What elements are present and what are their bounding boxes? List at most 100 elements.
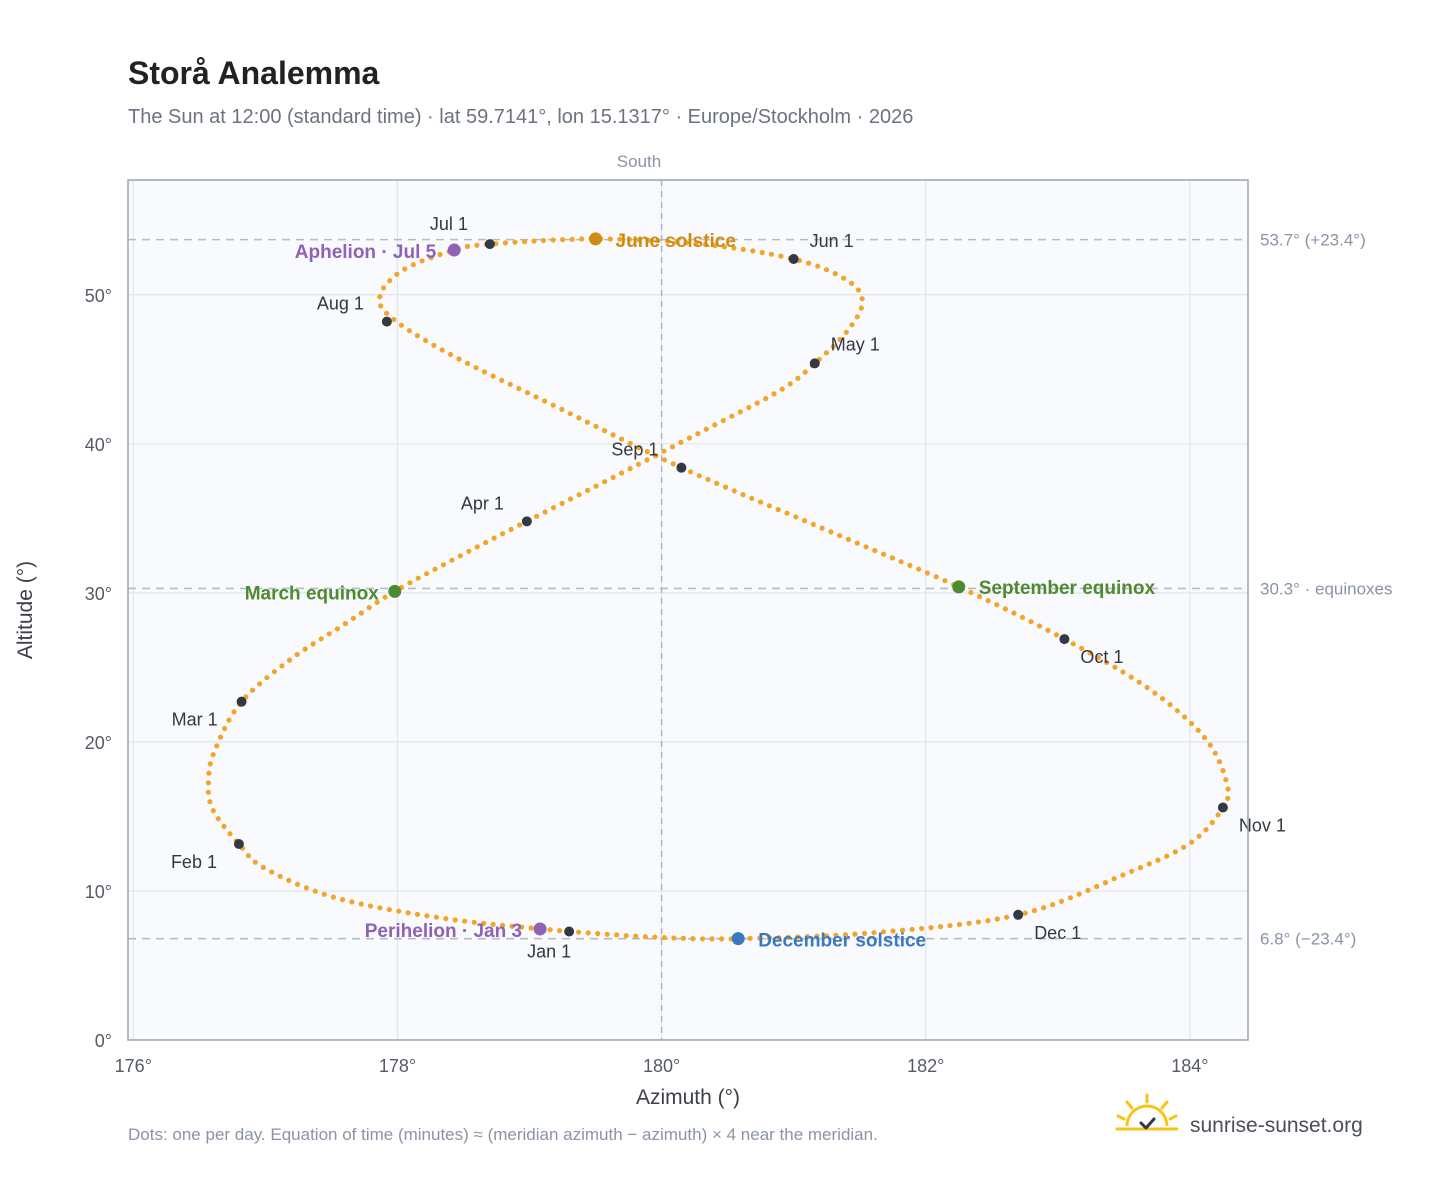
analemma-day-dot (1144, 684, 1150, 691)
analemma-day-dot (210, 752, 216, 758)
analemma-day-dot (722, 484, 729, 490)
month-marker (521, 516, 532, 527)
y-tick-label: 10° (85, 882, 112, 902)
y-tick-label: 50° (85, 286, 112, 306)
analemma-day-dot (909, 926, 915, 932)
analemma-day-dot (924, 570, 931, 576)
analemma-day-dot (1195, 727, 1201, 733)
analemma-day-dot (1155, 857, 1161, 863)
analemma-day-dot (207, 799, 213, 805)
analemma-day-dot (731, 488, 737, 494)
analemma-day-dot (899, 927, 906, 933)
analemma-day-dot (709, 936, 715, 942)
analemma-day-dot (550, 237, 556, 243)
analemma-day-dot (424, 571, 430, 577)
x-axis-label: Azimuth (°) (636, 1086, 740, 1109)
chart-subtitle: The Sun at 12:00 (standard time) · lat 5… (128, 106, 913, 128)
analemma-day-dot (210, 808, 216, 814)
analemma-day-dot (474, 242, 480, 248)
analemma-day-dot (576, 929, 582, 935)
month-marker (236, 696, 247, 707)
month-label: May 1 (831, 334, 880, 354)
analemma-day-dot (462, 918, 468, 924)
analemma-day-dot (645, 237, 652, 243)
analemma-day-dot (405, 910, 411, 916)
event-label: June solstice (616, 231, 736, 252)
analemma-day-dot (763, 396, 769, 402)
analemma-day-dot (207, 761, 213, 767)
analemma-day-dot (406, 328, 412, 334)
analemma-day-dot (334, 626, 340, 632)
analemma-day-dot (483, 539, 489, 546)
analemma-day-dot (607, 236, 613, 242)
analemma-day-dot (428, 255, 434, 261)
analemma-day-dot (1182, 714, 1188, 720)
analemma-day-dot (271, 669, 277, 675)
analemma-day-dot (227, 831, 233, 837)
analemma-day-dot (661, 935, 667, 941)
analemma-day-dot (623, 933, 629, 939)
analemma-day-dot (457, 553, 463, 559)
analemma-day-dot (837, 336, 843, 343)
analemma-day-dot (819, 525, 825, 531)
analemma-day-dot (614, 932, 620, 938)
analemma-day-dot (1212, 750, 1218, 756)
analemma-day-dot (1085, 887, 1091, 894)
month-label: Jun 1 (810, 231, 854, 251)
analemma-day-dot (968, 589, 974, 596)
month-label: Jan 1 (527, 941, 571, 961)
analemma-day-dot (985, 598, 991, 604)
analemma-day-dot (994, 602, 1000, 608)
analemma-day-dot (712, 422, 718, 428)
analemma-day-dot (452, 917, 458, 923)
analemma-day-dot (683, 240, 690, 246)
event-label: March equinox (245, 583, 380, 604)
analemma-day-dot (342, 621, 348, 627)
analemma-day-dot (1112, 664, 1118, 670)
analemma-day-dot (286, 877, 292, 884)
analemma-day-dot (1207, 742, 1213, 748)
analemma-day-dot (269, 869, 275, 875)
analemma-day-dot (432, 566, 438, 572)
analemma-day-dot (785, 934, 791, 941)
analemma-day-dot (759, 249, 765, 256)
analemma-day-dot (215, 816, 221, 822)
analemma-day-dot (833, 932, 839, 938)
analemma-day-dot (670, 461, 676, 467)
analemma-day-dot (636, 444, 642, 451)
analemma-day-dot (872, 547, 878, 554)
analemma-day-dot (1111, 876, 1117, 882)
analemma-day-dot (217, 734, 224, 740)
x-tick-label: 180° (643, 1056, 680, 1076)
analemma-day-dot (466, 548, 472, 554)
analemma-day-dot (720, 417, 726, 424)
analemma-day-dot (703, 426, 709, 432)
analemma-day-dot (410, 262, 416, 268)
analemma-day-dot (437, 251, 443, 258)
analemma-day-dot (610, 432, 616, 438)
event-markers: March equinox June solstice September equi… (245, 231, 1156, 952)
analemma-day-dot (419, 258, 425, 264)
analemma-day-dot (249, 687, 256, 693)
analemma-day-dot (919, 925, 925, 932)
analemma-day-dot (1022, 910, 1028, 916)
analemma-day-dot (664, 238, 671, 244)
analemma-day-dot (1076, 891, 1082, 897)
analemma-day-dot (517, 522, 523, 528)
analemma-day-dot (260, 864, 266, 871)
analemma-curve (205, 236, 1231, 942)
analemma-day-dot (841, 275, 847, 281)
month-markers: Jan 1 Feb 1 Mar 1 Apr 1 May 1 Jun 1 Jul 1 Aug 1… (171, 214, 1286, 961)
analemma-day-dot (585, 487, 591, 493)
analemma-day-dot (749, 495, 755, 501)
analemma-day-dot (222, 725, 228, 732)
analemma-day-dot (402, 266, 408, 272)
analemma-day-dot (245, 853, 251, 859)
analemma-day-dot (928, 925, 934, 931)
analemma-day-dot (414, 911, 421, 918)
analemma-day-dot (568, 496, 574, 502)
analemma-day-dot (1137, 865, 1144, 871)
analemma-day-dot (740, 492, 746, 498)
event-marker (731, 932, 745, 946)
analemma-day-dot (881, 551, 887, 557)
